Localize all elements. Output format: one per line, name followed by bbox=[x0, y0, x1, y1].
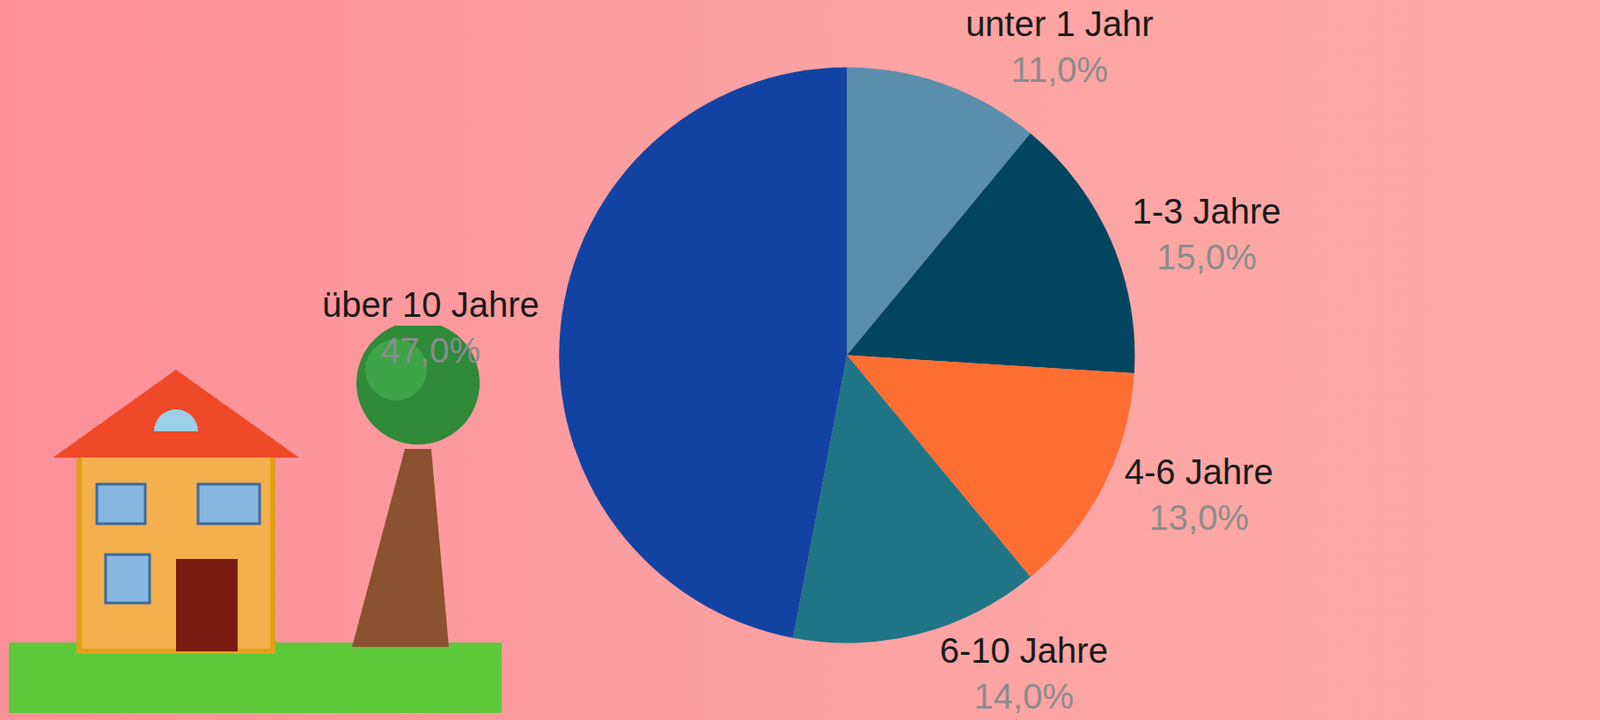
svg-text:1-3 Jahre15,0%: 1-3 Jahre15,0% bbox=[1132, 191, 1282, 277]
svg-text:unter 1 Jahr11,0%: unter 1 Jahr11,0% bbox=[965, 4, 1153, 89]
svg-text:über 10 Jahre47,0%: über 10 Jahre47,0% bbox=[322, 285, 540, 370]
svg-text:6-10 Jahre14,0%: 6-10 Jahre14,0% bbox=[939, 631, 1109, 716]
svg-text:4-6 Jahre13,0%: 4-6 Jahre13,0% bbox=[1124, 452, 1274, 537]
